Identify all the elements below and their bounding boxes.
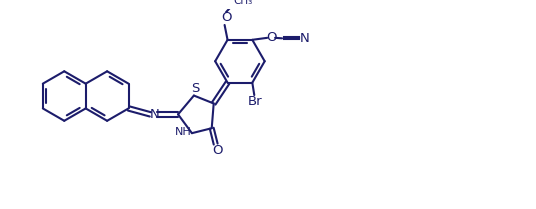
Text: N: N [150, 108, 160, 121]
Text: O: O [212, 144, 223, 157]
Text: NH: NH [175, 127, 192, 137]
Text: Br: Br [248, 95, 262, 108]
Text: S: S [191, 82, 199, 95]
Text: N: N [300, 32, 310, 45]
Text: CH₃: CH₃ [233, 0, 252, 6]
Text: O: O [266, 31, 277, 44]
Text: O: O [221, 10, 232, 24]
